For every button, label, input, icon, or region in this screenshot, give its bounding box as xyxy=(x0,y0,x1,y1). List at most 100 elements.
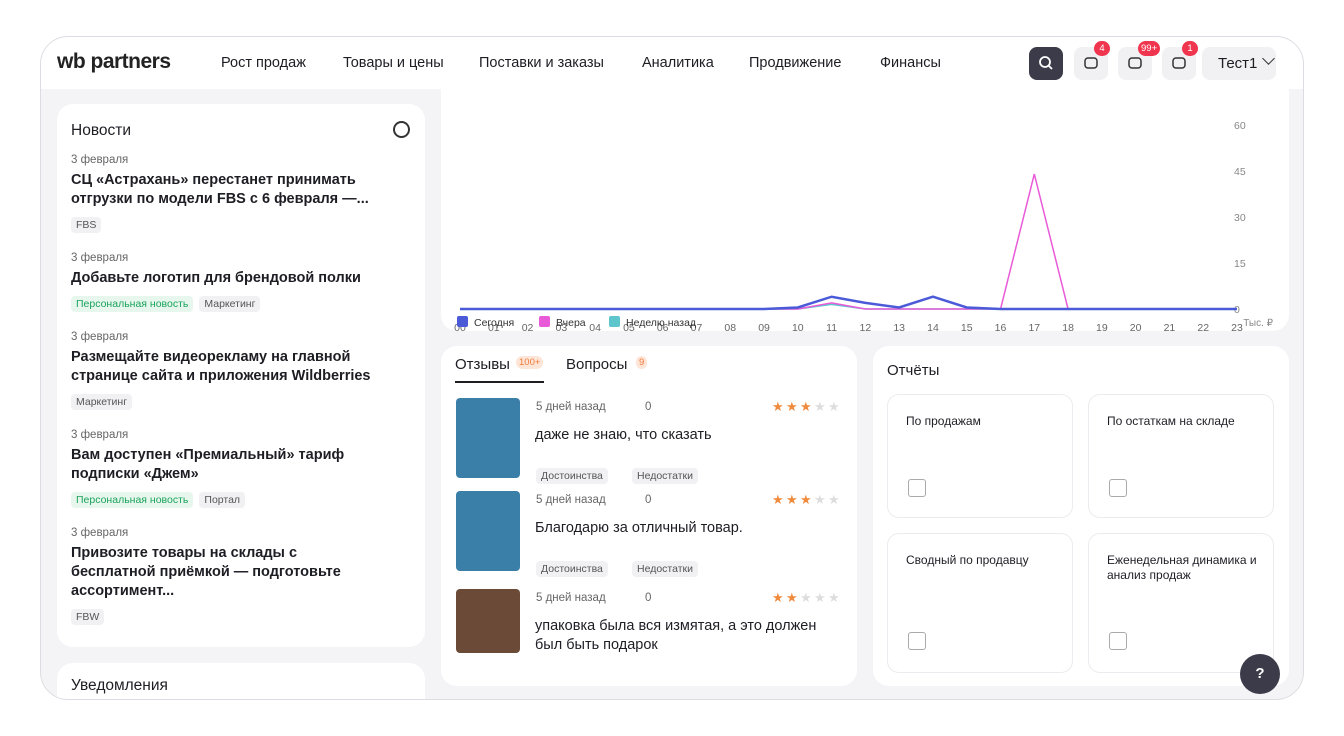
x-tick-label: 08 xyxy=(724,322,736,331)
app-frame: wb partners Рост продаж Товары и цены Поста… xyxy=(40,36,1304,700)
tab-count: 9 xyxy=(636,356,648,369)
nav-link[interactable]: Финансы xyxy=(880,55,941,71)
report-card[interactable]: По продажам xyxy=(887,394,1073,518)
news-list: 3 февраля СЦ «Астрахань» перестанет прини… xyxy=(71,154,371,644)
news-date: 3 февраля xyxy=(71,429,129,441)
news-date: 3 февраля xyxy=(71,527,129,539)
news-date: 3 февраля xyxy=(71,154,129,166)
legend-label: Неделю назад xyxy=(626,317,696,329)
review-time: 5 дней назад xyxy=(536,401,606,413)
news-tags: Персональная новость Портал xyxy=(71,490,371,508)
x-tick-label: 03 xyxy=(556,322,568,331)
reports-title: Отчёты xyxy=(887,362,940,379)
star: ★ xyxy=(800,492,812,507)
report-icon xyxy=(1109,632,1127,650)
legend-label: Вчера xyxy=(556,317,586,329)
reports-card: Отчёты По продажам По остаткам на складе Св… xyxy=(873,346,1289,686)
x-tick-label: 06 xyxy=(657,322,669,331)
nav-link[interactable]: Рост продаж xyxy=(221,55,306,71)
x-tick-label: 12 xyxy=(860,322,872,331)
x-tick-label: 22 xyxy=(1197,322,1209,331)
settings-icon[interactable] xyxy=(393,121,410,138)
x-tick-label: 16 xyxy=(995,322,1007,331)
nav-link[interactable]: Поставки и заказы xyxy=(479,55,604,71)
unit-label: Тыс. ₽ xyxy=(1243,318,1273,329)
report-card[interactable]: Сводный по продавцу xyxy=(887,533,1073,673)
y-tick-label: 15 xyxy=(1234,258,1246,270)
nav-link[interactable]: Товары и цены xyxy=(343,55,444,71)
tab[interactable]: Отзывы xyxy=(455,356,510,373)
star: ★ xyxy=(786,399,798,414)
news-tag: Портал xyxy=(199,492,246,508)
y-tick-label: 30 xyxy=(1234,212,1246,224)
news-item[interactable]: 3 февраля Вам доступен «Премиальный» тари… xyxy=(71,429,371,508)
tab-underline xyxy=(455,381,544,383)
chart: 0153045600001020304050607080910111213141… xyxy=(454,120,1273,331)
report-name: По остаткам на складе xyxy=(1107,414,1235,428)
badge: 4 xyxy=(1094,41,1110,56)
review-tag: Недостатки xyxy=(632,561,698,577)
news-tags: FBW xyxy=(71,607,371,625)
report-name: Еженедельная динамика и анализ продаж xyxy=(1107,553,1257,582)
news-date: 3 февраля xyxy=(71,331,129,343)
star: ★ xyxy=(814,492,826,507)
x-tick-label: 15 xyxy=(961,322,973,331)
tab[interactable]: Вопросы xyxy=(566,356,628,373)
nav-link[interactable]: Аналитика xyxy=(642,55,714,71)
x-tick-label: 07 xyxy=(691,322,703,331)
star: ★ xyxy=(828,399,840,414)
news-card: Новости 3 февраля СЦ «Астрахань» перестане… xyxy=(57,104,425,647)
badge: 1 xyxy=(1182,41,1198,56)
news-tags: Маркетинг xyxy=(71,392,371,410)
x-tick-label: 23 xyxy=(1231,322,1243,331)
search-button[interactable] xyxy=(1029,47,1063,80)
header: wb partners Рост продаж Товары и цены Поста… xyxy=(41,37,1303,89)
news-headline: Вам доступен «Премиальный» тариф подписк… xyxy=(71,447,345,482)
x-tick-label: 17 xyxy=(1028,322,1040,331)
line-series xyxy=(460,173,1237,310)
review-tag: Достоинства xyxy=(536,468,608,484)
review-text: упаковка была вся измятая, а это должен … xyxy=(535,618,817,653)
report-card[interactable]: Еженедельная динамика и анализ продаж xyxy=(1088,533,1274,673)
star: ★ xyxy=(814,399,826,414)
news-item[interactable]: 3 февраля Привозите товары на склады с бе… xyxy=(71,527,371,625)
line-series xyxy=(460,295,1237,311)
news-item[interactable]: 3 февраля Размещайте видеорекламу на глав… xyxy=(71,331,371,410)
logo[interactable]: wb partners xyxy=(57,50,171,73)
report-icon xyxy=(908,632,926,650)
report-name: Сводный по продавцу xyxy=(906,553,1029,567)
star: ★ xyxy=(772,399,784,414)
star: ★ xyxy=(786,492,798,507)
x-tick-label: 19 xyxy=(1096,322,1108,331)
report-card[interactable]: По остаткам на складе xyxy=(1088,394,1274,518)
star: ★ xyxy=(772,590,784,605)
y-tick-label: 45 xyxy=(1234,166,1246,178)
nav-link[interactable]: Продвижение xyxy=(749,55,842,71)
user-menu[interactable]: Тест1 xyxy=(1202,47,1276,80)
news-headline: Добавьте логотип для брендовой полки xyxy=(71,270,361,286)
y-tick-label: 60 xyxy=(1234,120,1246,132)
news-title: Новости xyxy=(71,122,132,139)
report-name: По продажам xyxy=(906,414,981,428)
x-tick-label: 11 xyxy=(826,322,837,331)
x-tick-label: 18 xyxy=(1062,322,1074,331)
news-tag: Персональная новость xyxy=(71,492,194,508)
x-tick-label: 10 xyxy=(792,322,804,331)
legend-swatch xyxy=(539,316,550,327)
news-tags: FBS xyxy=(71,215,371,233)
x-tick-label: 20 xyxy=(1130,322,1142,331)
legend-label: Сегодня xyxy=(474,317,514,329)
x-tick-label: 05 xyxy=(623,322,635,331)
review-time: 5 дней назад xyxy=(536,494,606,506)
news-tag: Персональная новость xyxy=(71,296,194,312)
news-tags: Персональная новость Маркетинг xyxy=(71,294,371,312)
news-tag: FBS xyxy=(71,217,102,233)
star: ★ xyxy=(800,590,812,605)
news-item[interactable]: 3 февраля Добавьте логотип для брендовой … xyxy=(71,252,371,312)
help-button[interactable]: ? xyxy=(1240,654,1280,694)
legend-swatch xyxy=(609,316,620,327)
x-tick-label: 01 xyxy=(488,322,500,331)
news-item[interactable]: 3 февраля СЦ «Астрахань» перестанет прини… xyxy=(71,154,371,233)
notifications-title: Уведомления xyxy=(71,677,168,694)
